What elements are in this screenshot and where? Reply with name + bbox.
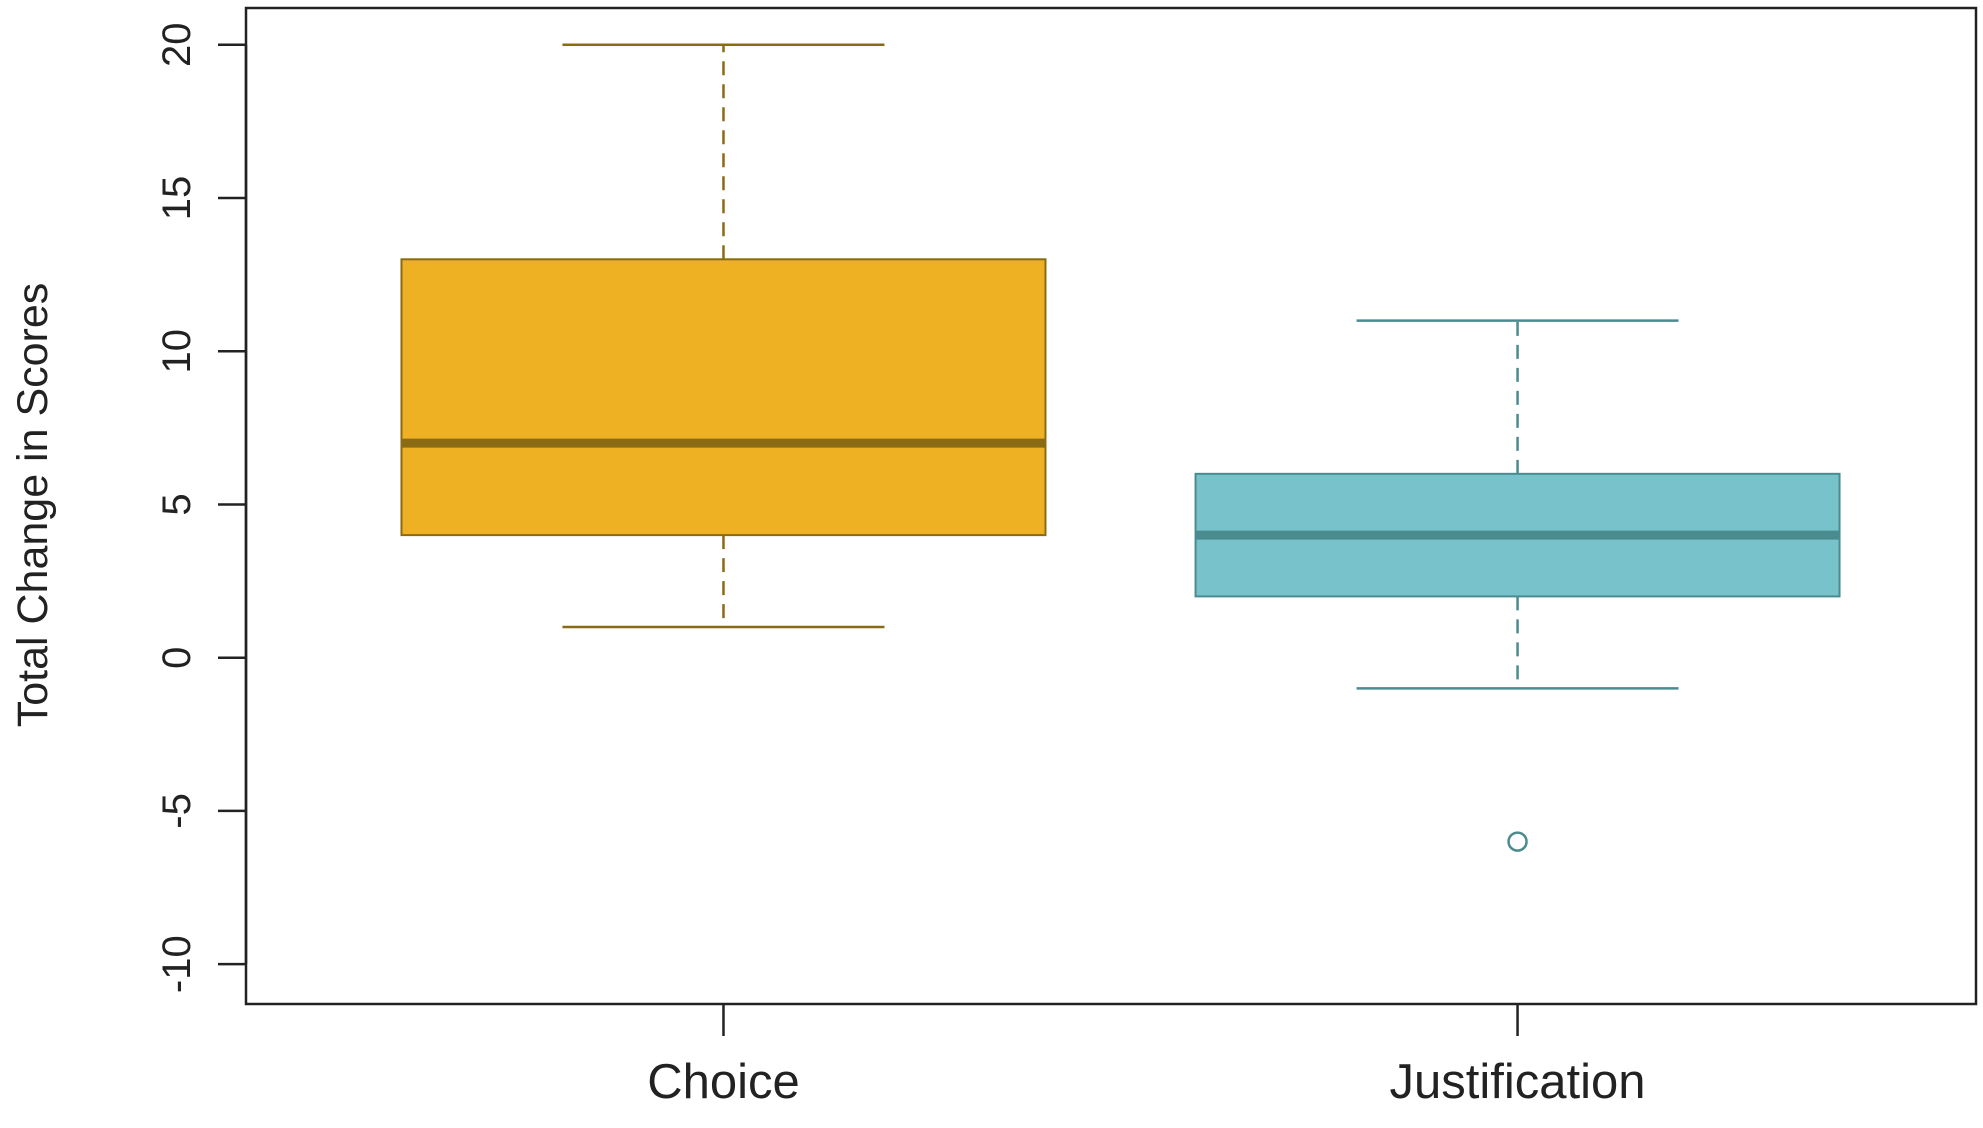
y-tick-label: 20 — [155, 23, 199, 68]
iqr-box — [400, 258, 1047, 537]
boxes — [400, 43, 1841, 852]
y-axis: -10 -5 0 5 10 15 20 — [155, 23, 248, 993]
y-axis-label: Total Change in Scores — [9, 283, 57, 728]
outlier-point — [1507, 831, 1528, 852]
x-axis: Choice Justification — [647, 1004, 1646, 1109]
y-tick-label: 10 — [155, 329, 199, 374]
y-tick-label: -10 — [155, 935, 199, 993]
y-tick-label: 5 — [155, 493, 199, 515]
x-tick-label: Choice — [647, 1055, 800, 1109]
box-group — [400, 43, 1047, 629]
y-tick-label: -5 — [155, 793, 199, 829]
y-tick-label: 0 — [155, 647, 199, 669]
x-tick-label: Justification — [1390, 1055, 1646, 1109]
box-group — [1194, 319, 1841, 852]
y-tick-label: 15 — [155, 176, 199, 221]
